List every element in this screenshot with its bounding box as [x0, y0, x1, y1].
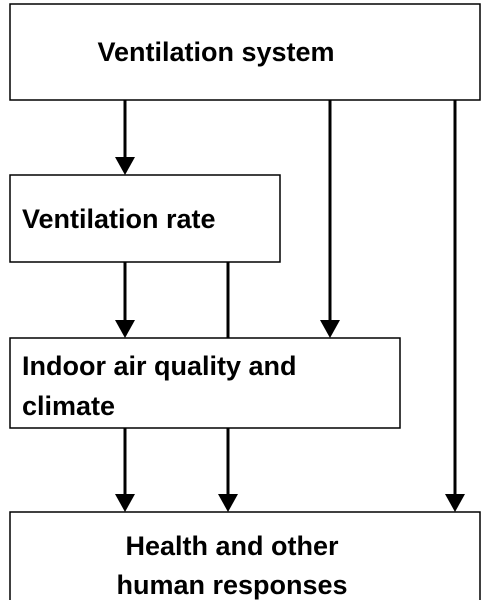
connectors [115, 100, 465, 512]
node: Ventilation rate [9, 174, 281, 263]
node-label: Health and other [125, 531, 339, 561]
node-label: climate [22, 391, 115, 421]
arrowhead [115, 494, 135, 512]
node-box [9, 174, 281, 263]
arrowhead [115, 157, 135, 175]
node-box [9, 3, 481, 101]
node-label: human responses [116, 570, 347, 600]
arrowhead [218, 494, 238, 512]
arrowhead [320, 320, 340, 338]
arrowhead [445, 494, 465, 512]
node: Indoor air quality and climate [9, 337, 401, 429]
node-box [9, 511, 481, 600]
arrowhead [115, 320, 135, 338]
node: Ventilation system [9, 3, 481, 101]
node-label: Ventilation system [97, 37, 334, 67]
node-label: Ventilation rate [22, 204, 216, 234]
node-label: Indoor air quality and [22, 351, 297, 381]
node-box [9, 337, 401, 429]
node: Health and other human responses [9, 511, 481, 600]
